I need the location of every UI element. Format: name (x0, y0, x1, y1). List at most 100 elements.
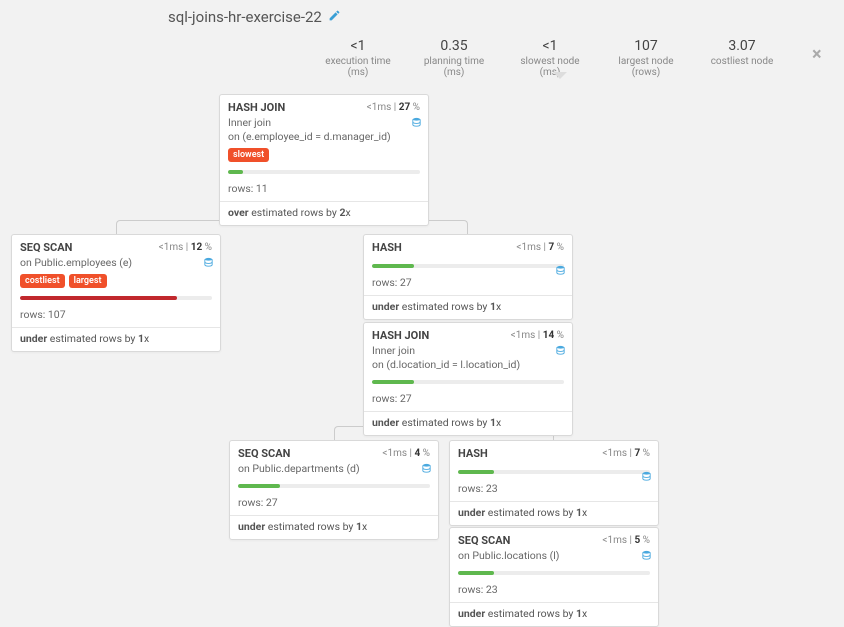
node-title: SEQ SCAN (238, 447, 290, 460)
node-header: SEQ SCAN <1ms | 5 % (450, 528, 658, 549)
node-body: on Public.departments (d) rows: 27 (230, 462, 438, 515)
node-subline: Inner join (228, 116, 271, 129)
node-title: HASH JOIN (372, 329, 429, 342)
rows-bar (238, 484, 430, 488)
node-condition: on (d.location_id = l.location_id) (372, 358, 520, 371)
rows-count: rows: 27 (372, 272, 564, 289)
node-subline: Inner join (372, 344, 415, 357)
rows-count: rows: 11 (228, 178, 420, 195)
row-estimate: under estimated rows by 1x (450, 602, 658, 626)
stat-slowest-node: <1 slowest node (ms) (514, 38, 586, 78)
stat-value: <1 (514, 38, 586, 54)
stat-largest-node: 107 largest node (rows) (610, 38, 682, 78)
node-title: HASH (458, 447, 488, 460)
node-title: SEQ SCAN (458, 534, 510, 547)
tag-slowest: slowest (228, 148, 269, 162)
stat-value: 3.07 (706, 38, 778, 54)
node-body: Inner joinon (e.employee_id = d.manager_… (220, 116, 428, 201)
node-header: HASH JOIN <1ms | 14 % (364, 323, 572, 344)
node-body: rows: 27 (364, 264, 572, 295)
node-meta: <1ms | 14 % (511, 330, 564, 341)
plan-node[interactable]: HASH JOIN <1ms | 27 % Inner joinon (e.empl… (219, 94, 429, 226)
tag-largest: largest (69, 274, 107, 288)
page-title-row: sql-joins-hr-exercise-22 (168, 8, 341, 26)
rows-bar (458, 470, 650, 474)
node-header: HASH <1ms | 7 % (450, 441, 658, 462)
stat-execution-time: <1 execution time (ms) (322, 38, 394, 78)
rows-bar (458, 571, 650, 575)
tag-costliest: costliest (20, 274, 65, 288)
stat-value: 107 (610, 38, 682, 54)
node-subline: on Public.locations (l) (458, 549, 559, 562)
database-icon[interactable] (411, 116, 422, 132)
node-title: HASH (372, 241, 402, 254)
node-meta: <1ms | 7 % (602, 448, 650, 459)
database-icon[interactable] (641, 549, 652, 565)
stat-label: execution time (ms) (322, 56, 394, 78)
rows-bar (20, 296, 212, 300)
stat-label: largest node (rows) (610, 56, 682, 78)
node-meta: <1ms | 5 % (602, 535, 650, 546)
node-body: on Public.locations (l) rows: 23 (450, 549, 658, 602)
plan-node[interactable]: SEQ SCAN <1ms | 5 % on Public.locations (l… (449, 527, 659, 627)
row-estimate: under estimated rows by 1x (12, 327, 220, 351)
stat-label: planning time (ms) (418, 56, 490, 78)
rows-bar (228, 170, 420, 174)
rows-count: rows: 107 (20, 304, 212, 321)
stat-value: <1 (322, 38, 394, 54)
rows-bar (372, 264, 564, 268)
stats-row: <1 execution time (ms) 0.35 planning tim… (322, 38, 820, 78)
node-title: SEQ SCAN (20, 241, 72, 254)
rows-count: rows: 23 (458, 579, 650, 596)
node-meta: <1ms | 12 % (159, 242, 212, 253)
node-tags: costliest largest (20, 274, 212, 288)
rows-count: rows: 27 (238, 492, 430, 509)
close-icon[interactable]: × (812, 44, 822, 65)
page-title: sql-joins-hr-exercise-22 (168, 8, 322, 26)
plan-node[interactable]: SEQ SCAN<1ms | 4 %on Public.departments … (229, 440, 439, 540)
node-detail: on Public.locations (l) (458, 549, 650, 563)
stat-label: slowest node (ms) (514, 56, 586, 78)
database-icon[interactable] (203, 256, 214, 272)
node-meta: <1ms | 27 % (367, 102, 420, 113)
node-meta: <1ms | 7 % (516, 242, 564, 253)
node-detail: on Public.employees (e) (20, 256, 212, 270)
node-header: SEQ SCAN <1ms | 12 % (12, 235, 220, 256)
node-subline: on Public.departments (d) (238, 462, 360, 475)
row-estimate: under estimated rows by 1x (364, 295, 572, 319)
plan-node[interactable]: HASH <1ms | 7 % rows: 23 under estimated ro… (449, 440, 659, 526)
stat-planning-time: 0.35 planning time (ms) (418, 38, 490, 78)
plan-node[interactable]: HASH <1ms | 7 % rows: 27 under estimated ro… (363, 234, 573, 320)
node-body: Inner joinon (d.location_id = l.location… (364, 344, 572, 411)
plan-node[interactable]: SEQ SCAN <1ms | 12 % on Public.employees (… (11, 234, 221, 352)
database-icon[interactable] (641, 470, 652, 486)
database-icon[interactable] (555, 264, 566, 280)
node-title: HASH JOIN (228, 101, 285, 114)
edit-icon[interactable] (328, 9, 341, 26)
rows-bar (372, 380, 564, 384)
row-estimate: over estimated rows by 2x (220, 201, 428, 225)
node-detail: on Public.departments (d) (238, 462, 430, 476)
rows-count: rows: 23 (458, 478, 650, 495)
node-detail: Inner joinon (d.location_id = l.location… (372, 344, 564, 372)
stat-costliest-node: 3.07 costliest node (706, 38, 778, 67)
plan-node[interactable]: HASH JOIN <1ms | 14 % Inner joinon (d.loca… (363, 322, 573, 436)
node-tags: slowest (228, 148, 420, 162)
stat-label: costliest node (706, 56, 778, 67)
stats-pointer-icon (553, 72, 567, 79)
node-header: SEQ SCAN<1ms | 4 % (230, 441, 438, 462)
row-estimate: under estimated rows by 1x (230, 515, 438, 539)
database-icon[interactable] (555, 344, 566, 360)
node-detail: Inner joinon (e.employee_id = d.manager_… (228, 116, 420, 144)
node-body: rows: 23 (450, 470, 658, 501)
node-body: on Public.employees (e) costliest largest r… (12, 256, 220, 327)
row-estimate: under estimated rows by 1x (450, 501, 658, 525)
node-condition: on (e.employee_id = d.manager_id) (228, 130, 391, 143)
node-subline: on Public.employees (e) (20, 256, 132, 269)
row-estimate: under estimated rows by 1x (364, 411, 572, 435)
stat-value: 0.35 (418, 38, 490, 54)
node-header: HASH <1ms | 7 % (364, 235, 572, 256)
database-icon[interactable] (421, 462, 432, 478)
rows-count: rows: 27 (372, 388, 564, 405)
node-header: HASH JOIN <1ms | 27 % (220, 95, 428, 116)
